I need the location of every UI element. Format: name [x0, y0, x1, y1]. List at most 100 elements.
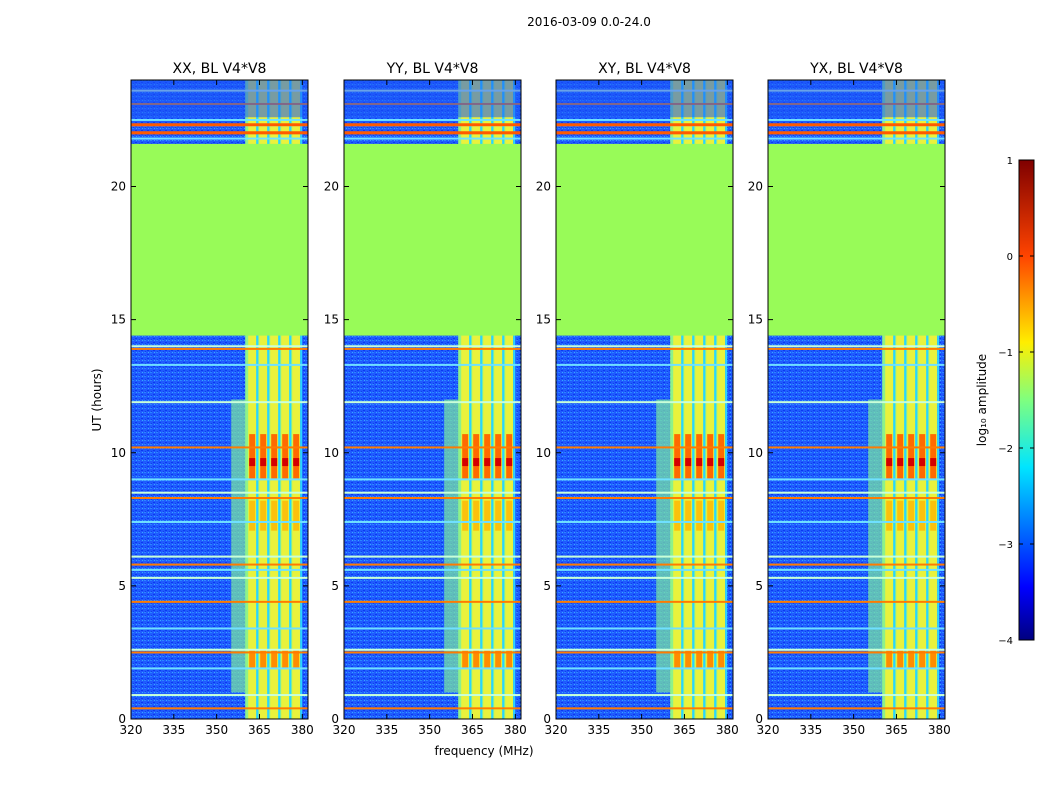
y-tick-label: 5 [118, 579, 126, 593]
rfi-hotspot [293, 458, 300, 467]
rfi-gap [692, 80, 695, 719]
x-tick-label: 365 [673, 723, 696, 737]
rfi-hotspot [897, 434, 904, 480]
rfi-line [131, 648, 308, 651]
rfi-line [556, 118, 733, 121]
rfi-hotspot [886, 500, 893, 531]
panel-frame [343, 79, 522, 720]
colorbar-label: log₁₀ amplitude [975, 354, 989, 446]
rfi-line [556, 478, 733, 481]
x-tick-label: 335 [799, 723, 822, 737]
y-tick-label: 5 [755, 579, 763, 593]
rfi-hotspot [718, 434, 725, 480]
flagged-region [131, 143, 308, 336]
rfi-line [344, 347, 521, 350]
rfi-line [556, 600, 733, 603]
rfi-hotspot [930, 500, 937, 531]
y-tick-label: 15 [748, 313, 763, 327]
rfi-hotspot [908, 434, 915, 480]
y-tick-label: 15 [536, 313, 551, 327]
rfi-column [472, 80, 481, 719]
x-tick-label: 320 [120, 723, 143, 737]
y-tick-label: 10 [748, 446, 763, 460]
rfi-hotspot [473, 434, 480, 480]
rfi-hotspot [718, 458, 725, 467]
rfi-hotspot [260, 500, 267, 531]
panel-frame [555, 79, 734, 720]
rfi-line [556, 520, 733, 523]
rfi-line [131, 446, 308, 449]
colorbar-tick-label: −4 [998, 636, 1013, 647]
top-strip [556, 80, 733, 118]
rfi-line [556, 123, 733, 127]
rfi-hotspot [886, 434, 893, 480]
rfi-line [131, 555, 308, 558]
rfi-hotspot [282, 500, 289, 531]
x-tick-label: 365 [248, 723, 271, 737]
x-tick-label: 350 [630, 723, 653, 737]
rfi-hotspot [484, 434, 491, 480]
rfi-line [344, 667, 521, 670]
rfi-hotspot [685, 434, 692, 480]
rfi-line [131, 401, 308, 404]
rfi-gap [937, 80, 940, 719]
rfi-line [344, 123, 521, 127]
rfi-column [717, 80, 726, 719]
rfi-gap [926, 80, 929, 719]
x-tick-label: 350 [842, 723, 865, 737]
rfi-line [131, 345, 308, 348]
panel-title: XX, BL V4*V8 [173, 61, 267, 77]
rfi-line [556, 363, 733, 366]
rfi-line [344, 568, 521, 571]
rfi-hotspot [462, 649, 469, 669]
x-tick-label: 320 [545, 723, 568, 737]
colorbar-tick-label: −1 [998, 348, 1013, 359]
rfi-hotspot [484, 458, 491, 467]
rfi-hotspot [484, 500, 491, 531]
flagged-region [344, 143, 521, 336]
rfi-hotspot [919, 434, 926, 480]
rfi-line [556, 651, 733, 654]
rfi-hotspot [718, 649, 725, 669]
rfi-line [344, 137, 521, 140]
rfi-hotspot [696, 458, 703, 467]
rfi-hotspot [495, 458, 502, 467]
top-strip [344, 80, 521, 118]
y-tick-label: 5 [543, 579, 551, 593]
rfi-line [344, 651, 521, 654]
rfi-line [131, 667, 308, 670]
y-tick-label: 0 [755, 712, 763, 726]
rfi-line [131, 651, 308, 654]
rfi-line [768, 568, 945, 571]
x-tick-label: 320 [757, 723, 780, 737]
rfi-hotspot [260, 458, 267, 467]
colorbar-tick-label: −2 [998, 444, 1013, 455]
rfi-line [344, 401, 521, 404]
rfi-hotspot [696, 434, 703, 480]
rfi-line [556, 446, 733, 449]
figure-suptitle: 2016-03-09 0.0-24.0 [527, 15, 651, 29]
rfi-line [768, 123, 945, 127]
rfi-hotspot [249, 649, 256, 669]
rfi-hotspot [282, 649, 289, 669]
rfi-hotspot [685, 649, 692, 669]
rfi-hotspot [473, 649, 480, 669]
rfi-hotspot [930, 434, 937, 480]
rfi-line [344, 131, 521, 135]
rfi-hotspot [293, 500, 300, 531]
rfi-line [556, 345, 733, 348]
y-tick-label: 5 [331, 579, 339, 593]
rfi-line [344, 520, 521, 523]
rfi-line [131, 491, 308, 494]
rfi-line [556, 401, 733, 404]
rfi-column [695, 80, 704, 719]
rfi-gap [513, 80, 516, 719]
y-tick-label: 20 [324, 180, 339, 194]
rfi-line [768, 137, 945, 140]
rfi-line [131, 123, 308, 127]
y-tick-label: 15 [111, 313, 126, 327]
y-tick-label: 15 [324, 313, 339, 327]
rfi-hotspot [886, 649, 893, 669]
rfi-hotspot [707, 500, 714, 531]
